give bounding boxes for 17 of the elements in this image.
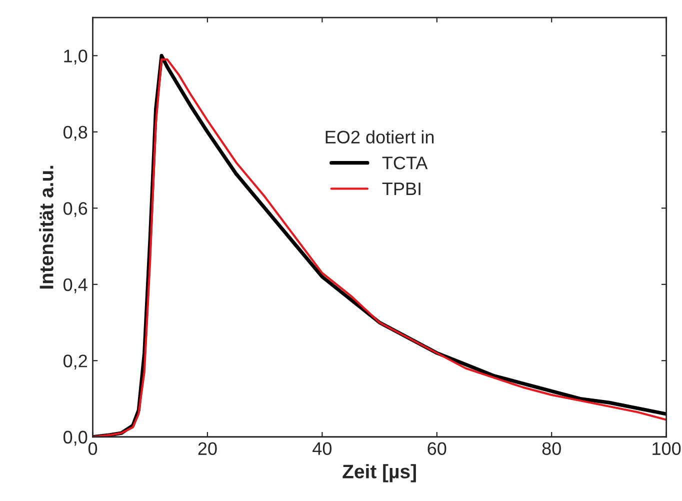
x-tick-label: 40 <box>312 442 332 455</box>
x-tick-label: 80 <box>542 442 561 455</box>
legend-title: EO2 dotiert in <box>326 130 434 144</box>
y-tick-label: 1,0 <box>64 50 88 65</box>
x-tick-label: 100 <box>652 442 681 455</box>
y-tick-label: 0,4 <box>64 278 88 294</box>
legend-label: TPBI <box>382 182 420 196</box>
x-tick-label: 60 <box>428 442 446 455</box>
y-tick-label: 0,0 <box>64 430 88 446</box>
y-tick-label: 0,8 <box>64 126 88 141</box>
x-axis-title: Zeit [µs] <box>342 464 416 482</box>
y-tick-label: 0,6 <box>64 202 88 217</box>
y-tick-label: 0,2 <box>64 354 87 370</box>
y-axis-title: Intensität a.u. <box>39 166 54 289</box>
legend-label: TCTA <box>382 156 428 170</box>
x-tick-label: 0 <box>88 442 98 455</box>
x-tick-label: 20 <box>198 442 217 455</box>
